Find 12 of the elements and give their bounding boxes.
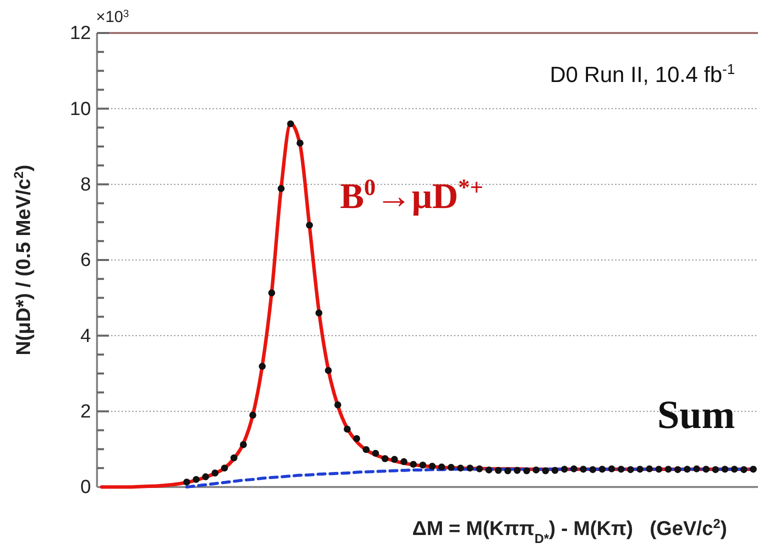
y-tick-label: 12 — [70, 23, 91, 44]
text: ×10$^{3}$ — [96, 8, 130, 26]
y-tick-label: 8 — [80, 174, 91, 196]
y-tick-label: 0 — [80, 477, 91, 498]
y-tick-label: 4 — [80, 326, 92, 347]
annotation: Sum — [657, 392, 735, 437]
y-tick-label: 2 — [80, 401, 91, 422]
y-tick-label: 6 — [80, 250, 91, 272]
x-axis-title: ΔM = M(Kππ$_{D*}$) - M(Kπ) (GeV/c$^{2}$) — [412, 516, 727, 546]
annotation: B$^{0}$→μD$^{*+}$ — [340, 175, 484, 216]
annotation: D0 Run II, 10.4 fb$^{-1}$ — [550, 62, 736, 87]
y-tick-label: 10 — [70, 98, 91, 120]
